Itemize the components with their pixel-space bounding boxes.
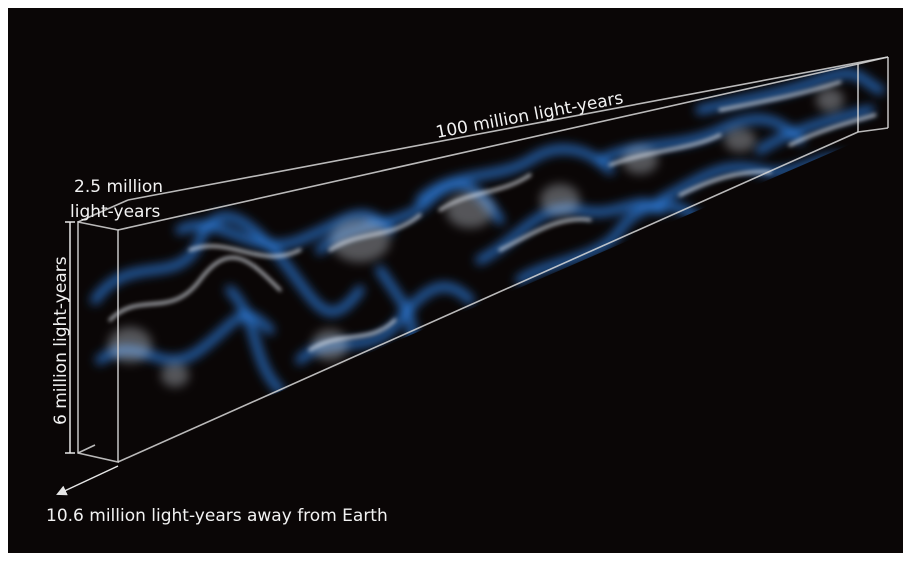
distance-label: 10.6 million light-years away from Earth [46,506,388,526]
height-bracket [65,221,75,454]
width-label-line2: light-years [70,202,160,222]
volume-box-outline [77,56,889,463]
width-label-line1: 2.5 million [74,177,163,197]
arrow-down-left-icon [56,465,119,496]
height-label: 6 million light-years [51,256,71,425]
image-background [8,8,903,553]
